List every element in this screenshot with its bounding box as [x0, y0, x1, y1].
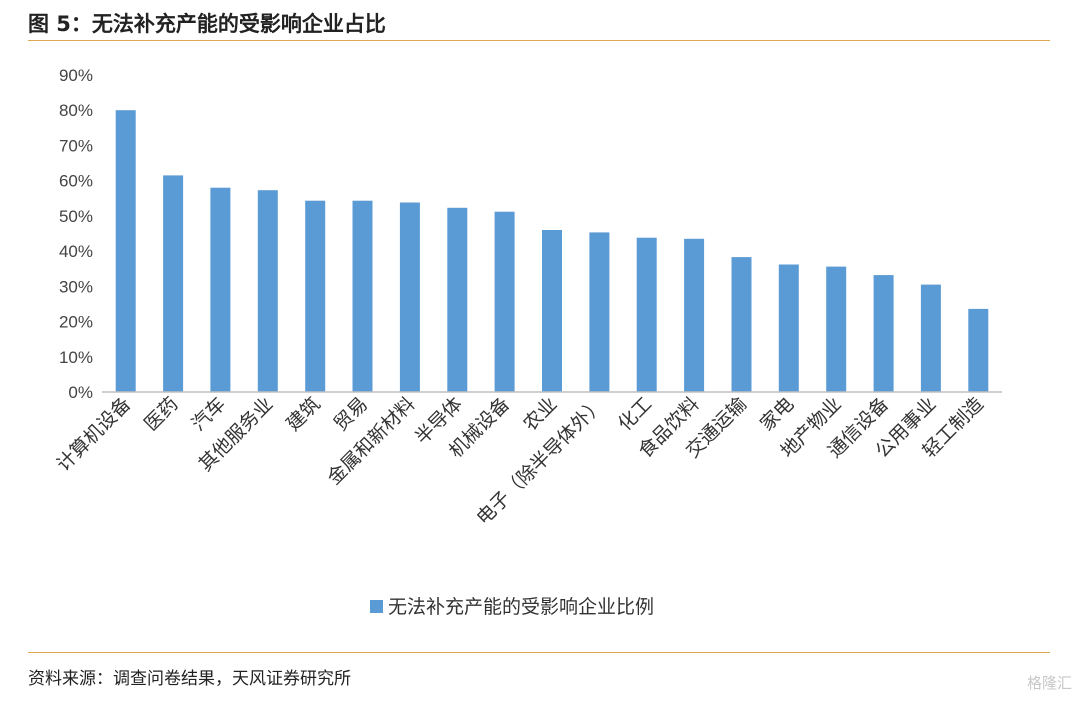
y-tick-label: 10% — [59, 348, 93, 367]
y-tick-label: 20% — [59, 313, 93, 332]
bar — [826, 266, 847, 392]
x-tick-label: 汽车 — [188, 393, 230, 435]
title-divider — [28, 40, 1050, 41]
x-tick-label: 计算机设备 — [52, 393, 135, 476]
bar — [920, 284, 941, 392]
watermark: 格隆汇 — [1026, 674, 1072, 692]
bars — [115, 110, 989, 392]
bar-chart: 0% 10% 20% 30% 40% 50% 60% 70% 80% 90% 计算机设备 医药 汽车其… — [52, 66, 1002, 618]
y-tick-label: 30% — [59, 277, 93, 296]
source-divider — [28, 652, 1050, 653]
bar — [399, 202, 420, 392]
x-tick-label: 贸易 — [330, 393, 372, 435]
y-tick-label: 70% — [59, 136, 93, 155]
bar — [636, 237, 657, 392]
x-tick-label: 家电 — [756, 393, 798, 435]
x-tick-label: 农业 — [519, 393, 561, 435]
x-tick-label: 医药 — [140, 393, 182, 435]
x-tick-label: 金属和新材料 — [323, 393, 419, 489]
bar — [352, 200, 373, 392]
legend: 无法补充产能的受影响企业比例 — [370, 596, 654, 618]
bar — [115, 110, 136, 392]
bar — [873, 275, 894, 392]
y-axis-ticks: 0% 10% 20% 30% 40% 50% 60% 70% 80% 90% — [59, 66, 93, 402]
bar — [731, 257, 752, 392]
bar — [684, 238, 705, 392]
y-tick-label: 40% — [59, 242, 93, 261]
y-tick-label: 0% — [68, 383, 93, 402]
bar — [494, 211, 515, 392]
bar — [163, 175, 184, 392]
bar — [589, 232, 610, 392]
legend-swatch — [370, 600, 383, 613]
bar — [968, 308, 989, 392]
y-tick-label: 90% — [59, 66, 93, 85]
bar — [778, 264, 799, 392]
y-tick-label: 80% — [59, 101, 93, 120]
source-note: 资料来源：调查问卷结果，天风证券研究所 — [28, 669, 351, 689]
bar — [257, 190, 278, 392]
legend-label: 无法补充产能的受影响企业比例 — [388, 596, 654, 618]
bar — [210, 187, 231, 392]
y-tick-label: 50% — [59, 207, 93, 226]
bar — [447, 207, 468, 392]
x-tick-label: 建筑 — [282, 393, 324, 435]
y-tick-label: 60% — [59, 172, 93, 191]
figure-title: 图 5：无法补充产能的受影响企业占比 — [28, 12, 386, 36]
bar — [305, 200, 326, 392]
bar — [542, 230, 562, 392]
x-tick-label: 化工 — [614, 393, 656, 435]
